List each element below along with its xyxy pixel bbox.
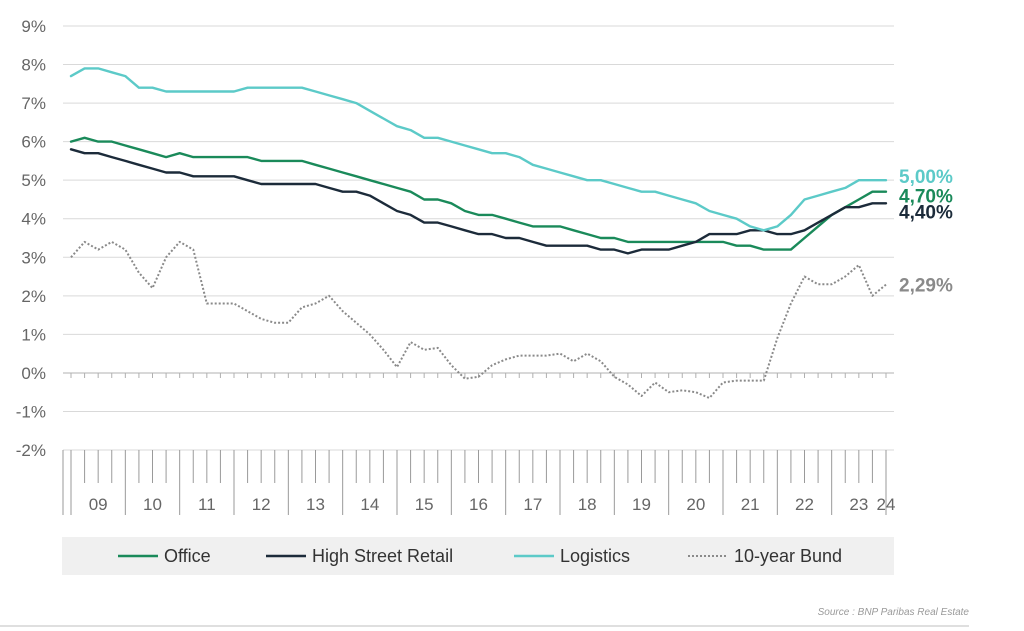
x-tick-label: 16	[469, 495, 488, 514]
x-tick-label: 17	[523, 495, 542, 514]
legend-label: Office	[164, 546, 211, 566]
series-lines	[69, 67, 888, 399]
end-label: 5,00%	[899, 167, 953, 188]
series-line-high-street-retail	[69, 148, 888, 255]
y-tick-label: 0%	[21, 364, 46, 383]
y-tick-label: -2%	[16, 441, 46, 460]
legend-label: High Street Retail	[312, 546, 453, 566]
y-tick-label: 4%	[21, 210, 46, 229]
x-tick-label: 12	[252, 495, 271, 514]
x-tick-label: 20	[686, 495, 705, 514]
legend-label: Logistics	[560, 546, 630, 566]
x-axis: 09 10 11 12 13 14 15 16 17 18 19 20 21 22 23 24	[62, 372, 896, 515]
y-tick-label: 9%	[21, 17, 46, 36]
end-label: 4,70%	[899, 187, 953, 208]
end-label: 2,29%	[899, 276, 953, 297]
x-tick-label: 19	[632, 495, 651, 514]
grid-lines	[63, 25, 894, 451]
y-tick-label: 8%	[21, 56, 46, 75]
series-line-office	[69, 136, 888, 251]
x-tick-label: 09	[89, 495, 108, 514]
x-tick-label: 22	[795, 495, 814, 514]
x-tick-label: 15	[415, 495, 434, 514]
end-label: 4,40%	[899, 202, 953, 223]
y-tick-label: 5%	[21, 171, 46, 190]
x-tick-label: 24	[877, 495, 896, 514]
x-tick-label: 11	[198, 495, 216, 514]
x-tick-label: 21	[741, 495, 760, 514]
y-tick-label: 6%	[21, 133, 46, 152]
y-axis: 9% 8% 7% 6% 5% 4% 3% 2% 1% 0% -1% -2%	[16, 17, 46, 460]
y-tick-label: -1%	[16, 402, 46, 421]
x-tick-label: 13	[306, 495, 325, 514]
legend-label: 10-year Bund	[734, 546, 842, 566]
y-tick-label: 2%	[21, 287, 46, 306]
legend: Office High Street Retail Logistics 10-year…	[62, 537, 894, 575]
y-tick-label: 1%	[21, 325, 46, 344]
series-line-10-year-bund	[70, 240, 887, 399]
x-tick-label: 18	[578, 495, 597, 514]
end-labels: 4,70%4,40% 5,00% 2,29%	[899, 167, 953, 296]
legend-background	[62, 537, 894, 575]
y-tick-label: 7%	[21, 94, 46, 113]
source-note: Source : BNP Paribas Real Estate	[818, 607, 970, 618]
x-tick-label: 10	[143, 495, 162, 514]
y-tick-label: 3%	[21, 248, 46, 267]
x-tick-label: 23	[849, 495, 868, 514]
x-tick-label: 14	[360, 495, 379, 514]
series-line-logistics	[69, 67, 888, 232]
